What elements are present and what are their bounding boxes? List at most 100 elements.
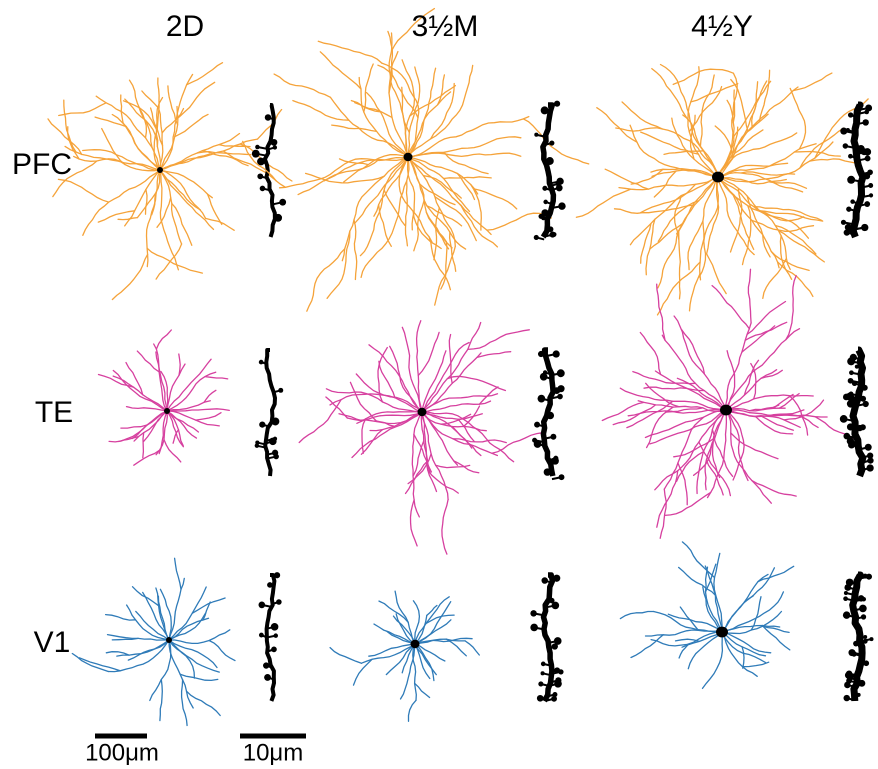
dendrite <box>160 680 162 721</box>
spine-head <box>857 693 861 697</box>
spine-head <box>860 424 866 430</box>
dendrite <box>682 542 714 578</box>
dendrite <box>576 189 630 217</box>
spine-head <box>867 452 873 458</box>
spine-head <box>543 200 548 205</box>
dendrite <box>143 433 144 458</box>
dendrite <box>112 254 147 299</box>
spine-head <box>866 464 873 471</box>
spine-head <box>263 662 269 668</box>
dendrite <box>156 330 171 349</box>
spine-head <box>869 637 873 641</box>
spine-head <box>860 396 866 402</box>
dendrite <box>167 411 219 426</box>
dendrite <box>444 177 492 179</box>
spine-head <box>868 183 873 188</box>
spine-head <box>553 350 560 357</box>
soma <box>411 640 420 648</box>
dendrite <box>354 220 357 280</box>
soma <box>720 405 732 416</box>
spine-head <box>267 582 273 588</box>
spine-head <box>274 572 280 578</box>
dendrite <box>128 640 169 660</box>
dendrite <box>761 370 782 378</box>
spine-head <box>849 391 853 395</box>
dendrite <box>657 471 678 527</box>
spine-head <box>844 591 848 595</box>
row-label: PFC <box>12 148 72 181</box>
soma <box>712 172 724 183</box>
dendrite <box>339 414 362 421</box>
spine-head <box>279 199 286 206</box>
dendrite <box>793 73 832 91</box>
spine-head <box>862 119 868 125</box>
dendrite <box>130 80 147 138</box>
dendrite <box>406 181 408 246</box>
dendrite <box>679 231 681 299</box>
spine-head <box>278 388 283 393</box>
spine-head <box>534 422 540 428</box>
dendrite <box>169 640 217 668</box>
dendrite <box>418 332 439 375</box>
spine-head <box>274 214 282 222</box>
spine-head <box>840 415 848 423</box>
dendrite <box>742 647 744 668</box>
dendrite <box>810 159 857 163</box>
spine-head <box>259 602 266 609</box>
spine-head <box>257 158 265 166</box>
spine-head <box>865 444 872 451</box>
spine-head <box>840 128 847 135</box>
spine-head <box>550 434 556 440</box>
dendrite <box>417 321 422 412</box>
dendrite <box>690 274 700 311</box>
spine-head <box>271 139 278 146</box>
dendrite <box>452 197 497 247</box>
spine-head <box>534 133 538 137</box>
dendrite <box>209 641 235 661</box>
dendrite <box>164 440 181 462</box>
neurons <box>48 9 874 726</box>
dendrite <box>364 64 373 112</box>
dendrite <box>718 177 779 268</box>
spine-head <box>844 584 851 591</box>
dendrite <box>169 630 230 644</box>
dendrite <box>330 648 361 664</box>
spine-head <box>552 692 557 697</box>
dendrite <box>658 177 718 288</box>
dendrite <box>641 224 651 264</box>
spine-head <box>858 680 865 687</box>
spine-head <box>863 574 868 579</box>
dendrite <box>162 109 183 133</box>
dendrite <box>657 284 665 340</box>
spine-head <box>844 229 850 235</box>
dendrite <box>320 52 361 89</box>
column-label: 4½Y <box>691 10 753 43</box>
spine-head <box>855 365 859 369</box>
dendrite <box>408 137 521 157</box>
spine-head <box>848 378 854 384</box>
dendrite <box>167 364 185 411</box>
spine-head <box>538 214 543 219</box>
dendrite <box>602 402 644 420</box>
dendrite <box>167 372 216 411</box>
dendrite <box>707 254 727 294</box>
dendrite <box>307 249 345 311</box>
spine-head <box>551 457 559 465</box>
spine-head <box>843 143 848 148</box>
spine-head <box>843 611 851 619</box>
dendrite <box>790 88 805 149</box>
dendrite <box>351 101 392 118</box>
spine-head <box>844 695 850 701</box>
spine-head <box>542 186 547 191</box>
spine-head <box>259 633 264 638</box>
dendrite <box>134 450 160 465</box>
spine-head <box>846 678 852 684</box>
dendrite <box>523 119 588 164</box>
dendrite <box>758 566 794 581</box>
spine-head <box>865 155 871 161</box>
spine-head <box>864 110 869 115</box>
soma <box>716 627 728 638</box>
spine-head <box>863 635 867 639</box>
dendrite <box>196 413 221 420</box>
dendrite <box>688 632 722 669</box>
